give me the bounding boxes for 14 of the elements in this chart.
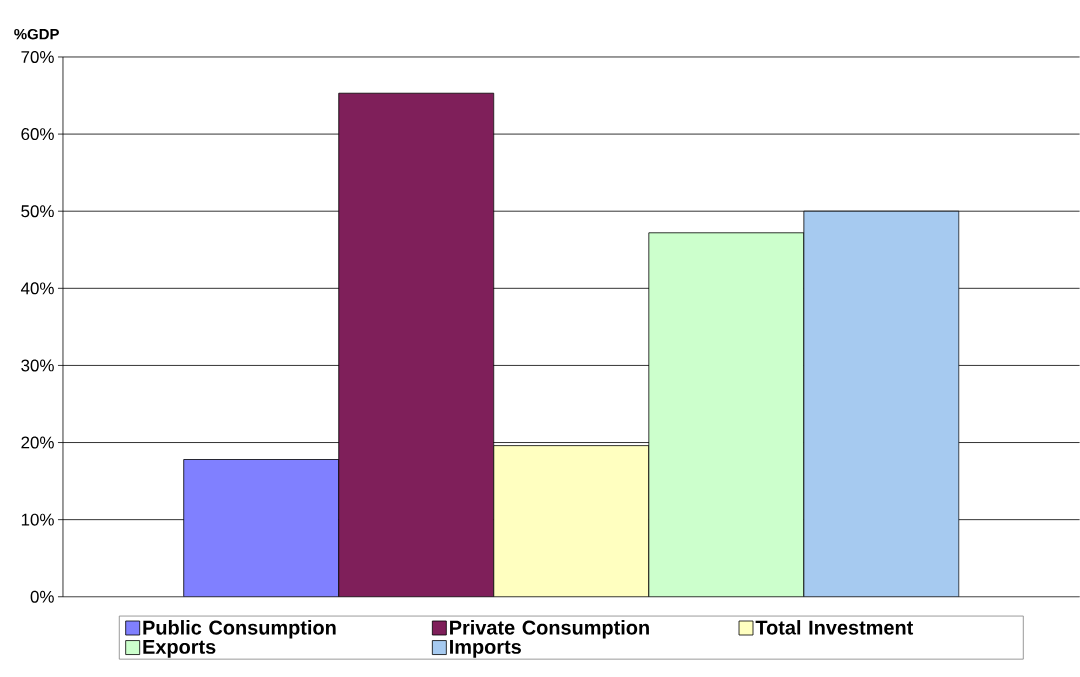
y-tick-label: 50% bbox=[21, 205, 54, 218]
legend-label: Exports bbox=[143, 640, 216, 658]
y-tick-label: 0% bbox=[30, 590, 54, 603]
y-tick-label: 70% bbox=[21, 51, 54, 64]
y-tick-label: 30% bbox=[21, 359, 54, 372]
y-axis-title: %GDP bbox=[14, 29, 59, 40]
legend-label: Private Consumption bbox=[450, 620, 649, 639]
y-tick-label: 60% bbox=[21, 128, 54, 141]
legend-label: Imports bbox=[450, 640, 521, 658]
y-tick-label: 20% bbox=[21, 436, 54, 449]
y-tick-label: 10% bbox=[21, 513, 54, 526]
legend-label: Total Investment bbox=[755, 620, 914, 635]
legend-label: Public Consumption bbox=[143, 620, 336, 639]
y-tick-label: 40% bbox=[20, 282, 54, 295]
